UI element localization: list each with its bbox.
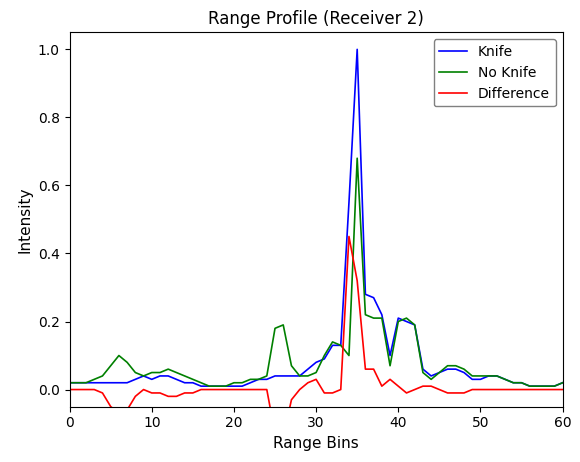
Title: Range Profile (Receiver 2): Range Profile (Receiver 2) (208, 10, 424, 28)
No Knife (165, 366, 172, 372)
Difference (378, 383, 385, 389)
No Knife (354, 155, 361, 161)
No Knife (559, 380, 566, 385)
Knife (510, 380, 517, 385)
Difference (165, 394, 172, 399)
Y-axis label: Intensity: Intensity (17, 186, 32, 253)
Knife (165, 373, 172, 379)
Difference (239, 387, 246, 392)
Difference (280, 434, 287, 440)
Knife (338, 342, 345, 348)
Legend: Knife, No Knife, Difference: Knife, No Knife, Difference (434, 39, 556, 106)
Difference (66, 387, 73, 392)
Knife (198, 383, 205, 389)
X-axis label: Range Bins: Range Bins (273, 436, 359, 451)
Line: Difference: Difference (70, 237, 563, 437)
No Knife (378, 316, 385, 321)
Difference (181, 390, 188, 396)
Knife (181, 380, 188, 385)
Difference (338, 387, 345, 392)
Knife (66, 380, 73, 385)
Knife (559, 380, 566, 385)
Difference (510, 387, 517, 392)
Line: No Knife: No Knife (70, 158, 563, 386)
No Knife (181, 373, 188, 379)
Knife (354, 47, 361, 52)
No Knife (206, 383, 213, 389)
Line: Knife: Knife (70, 49, 563, 386)
Difference (559, 387, 566, 392)
No Knife (247, 377, 254, 382)
Knife (247, 380, 254, 385)
No Knife (510, 380, 517, 385)
No Knife (338, 342, 345, 348)
No Knife (66, 380, 73, 385)
Knife (378, 312, 385, 317)
Difference (346, 234, 353, 239)
